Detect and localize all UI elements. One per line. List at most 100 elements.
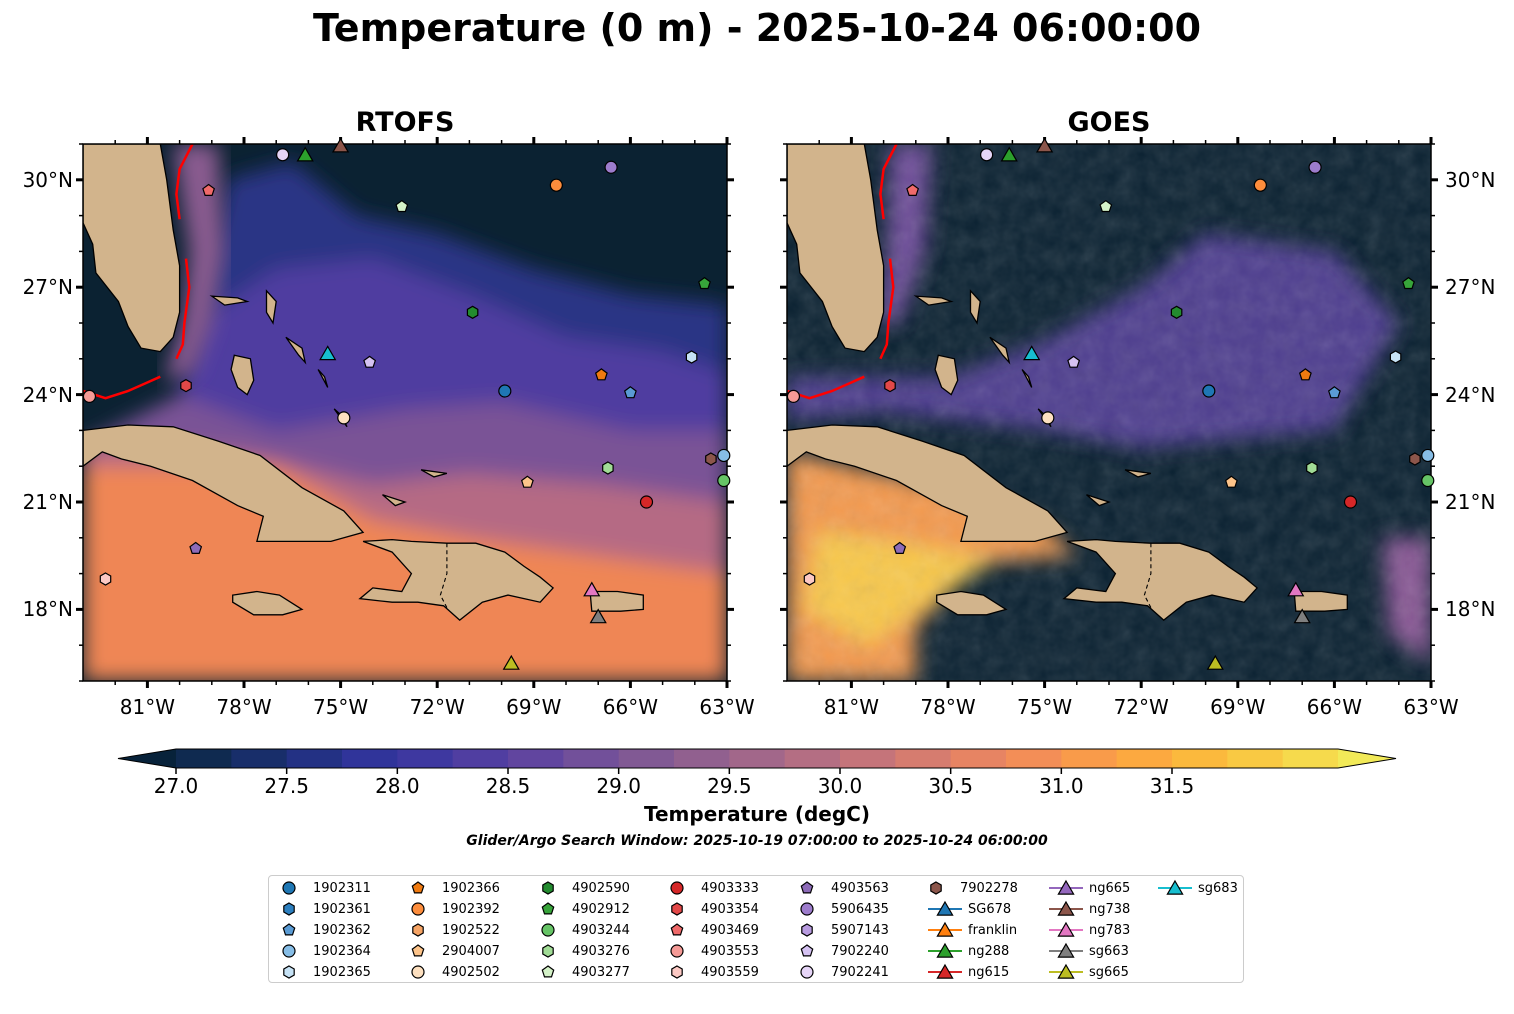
lon-tick-label: 75°W <box>1016 695 1073 719</box>
platform-ng288 <box>296 146 314 162</box>
gulf-stream-front <box>879 258 895 360</box>
land-abaco <box>265 289 277 325</box>
haiti-dr-border <box>439 543 448 608</box>
platform-5906435 <box>604 160 618 174</box>
legend-hexagon <box>671 902 683 916</box>
colorbar-tick-label: 31.0 <box>1039 774 1084 798</box>
legend-label: 1902311 <box>313 880 371 896</box>
platform-4903469 <box>202 183 216 196</box>
platform-1902361 <box>189 541 203 555</box>
colorbar-segment <box>1116 749 1173 768</box>
legend-circle <box>411 965 425 979</box>
legend-item: 4903333 <box>669 878 759 898</box>
platform-4903244 <box>717 473 731 488</box>
land-inagua <box>382 494 407 507</box>
land-grandbahama <box>209 295 250 306</box>
lat-tick-label: 21°N <box>22 490 73 514</box>
legend-circle <box>282 881 296 895</box>
legend-label: 7902240 <box>831 943 889 959</box>
legend-item: 5906435 <box>799 899 889 919</box>
platform-4902912 <box>1402 276 1415 290</box>
platform-7902240 <box>363 355 377 368</box>
platform-sg665 <box>502 654 520 670</box>
land-hispaniola <box>1062 538 1259 621</box>
platform-4903553 <box>786 389 801 403</box>
platform-4903354 <box>884 378 896 393</box>
legend-marker-triangle-line <box>928 963 962 979</box>
colorbar-segment <box>342 749 398 768</box>
land-jamaica <box>936 590 1008 616</box>
legend-label: 4903563 <box>831 880 889 896</box>
legend-label: 7902278 <box>960 880 1018 896</box>
legend-marker-triangle-line <box>1049 900 1083 916</box>
platform-4903277 <box>395 199 409 213</box>
loop-current-front <box>83 375 161 400</box>
legend-hexagon <box>542 944 554 958</box>
map-panel-rtofs <box>76 137 734 688</box>
legend-pentagon <box>670 923 684 936</box>
platform-sg665 <box>1206 654 1224 670</box>
colorbar-segment <box>452 749 509 768</box>
legend-label: 1902392 <box>442 901 500 917</box>
legend-label: 4902912 <box>572 901 630 917</box>
legend-label: sg665 <box>1089 964 1129 980</box>
legend-marker-circle <box>282 881 296 895</box>
lon-tick-label: 78°W <box>216 695 272 719</box>
legend-marker-pentagon <box>670 923 684 936</box>
platform-7902240 <box>1067 355 1081 368</box>
legend-circle <box>282 944 296 958</box>
legend-label: 4903277 <box>572 964 630 980</box>
map-panels <box>76 137 1438 688</box>
colorbar-segment <box>895 749 952 768</box>
legend-item: 7902278 <box>928 878 1018 898</box>
land-eleuthera <box>285 336 307 365</box>
legend-item: ng288 <box>928 941 1009 961</box>
legend-item: franklin <box>928 920 1017 940</box>
land-puerto-rico <box>589 590 644 612</box>
legend-marker-circle <box>411 902 425 916</box>
platform-1902392 <box>1253 178 1267 192</box>
legend-label: ng615 <box>968 964 1010 980</box>
legend-label: 1902522 <box>442 922 500 938</box>
lat-tick-label: 27°N <box>22 275 73 300</box>
lon-tick-label: 66°W <box>602 695 658 719</box>
legend-pentagon <box>411 881 425 894</box>
lon-tick-label: 63°W <box>699 695 755 719</box>
legend-marker-pentagon <box>800 881 814 894</box>
legend-label: 7902241 <box>831 964 889 980</box>
lon-tick-label: 69°W <box>1210 695 1266 719</box>
platform-4903553 <box>82 389 97 403</box>
platform-4903559 <box>99 572 112 586</box>
platform-7902241 <box>276 148 290 162</box>
land-cuba <box>787 424 1069 543</box>
colorbar-tick-label: 28.5 <box>485 774 531 798</box>
legend-hexagon <box>283 965 295 979</box>
lon-tick-label: 69°W <box>506 695 562 719</box>
platform-1902362 <box>1327 386 1341 399</box>
legend-item: ng615 <box>928 962 1009 982</box>
legend-label: 5906435 <box>831 901 889 917</box>
platform-ng738 <box>1035 137 1054 153</box>
legend-label: 4902502 <box>442 964 500 980</box>
colorbar-segment <box>1172 749 1228 768</box>
land-puerto-rico <box>1293 590 1348 612</box>
platform-7902278 <box>1409 452 1421 466</box>
legend-item: 4902912 <box>540 899 630 919</box>
legend-item: 4903559 <box>669 962 759 982</box>
legend-label: SG678 <box>968 901 1012 917</box>
platform-4902502 <box>1041 411 1055 425</box>
land-caicos <box>1124 469 1152 478</box>
legend-label: 4903244 <box>572 922 630 938</box>
legend-circle <box>541 923 555 937</box>
land-caicos <box>420 469 448 478</box>
panel-title-goes: GOES <box>1067 107 1151 138</box>
legend-marker-circle <box>541 923 555 937</box>
legend-pentagon <box>800 881 814 894</box>
legend-circle <box>800 902 814 916</box>
lat-tick-label: 21°N <box>1445 490 1496 514</box>
legend-marker-pentagon <box>541 965 555 978</box>
legend-marker-hexagon <box>283 902 295 916</box>
legend-item: 1902365 <box>281 962 371 982</box>
legend-circle <box>670 881 684 895</box>
legend-item: SG678 <box>928 899 1011 919</box>
